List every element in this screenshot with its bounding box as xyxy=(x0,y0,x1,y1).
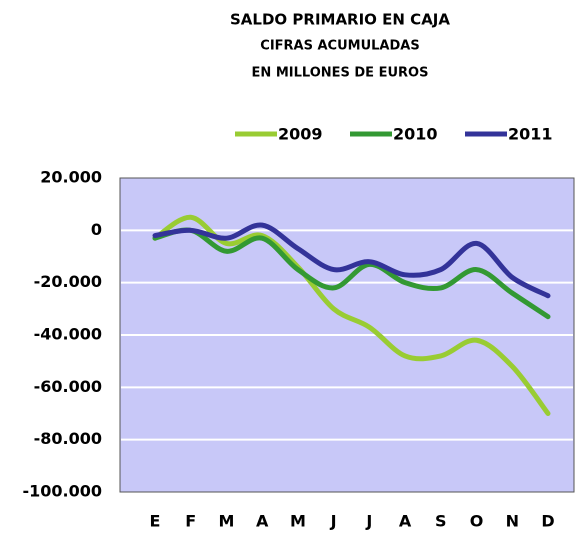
chart-subtitle: CIFRAS ACUMULADAS xyxy=(260,39,419,54)
y-tick-label: -100.000 xyxy=(22,482,102,501)
y-tick-label: -80.000 xyxy=(34,429,102,448)
legend-label: 2009 xyxy=(278,125,323,144)
x-tick-label: S xyxy=(435,512,447,531)
x-tick-label: J xyxy=(365,512,372,531)
x-tick-label: A xyxy=(256,512,269,531)
x-tick-label: E xyxy=(150,512,161,531)
series-line xyxy=(152,227,551,320)
x-tick-label: A xyxy=(399,512,412,531)
y-tick-label: -40.000 xyxy=(34,325,102,344)
y-tick-label: 20.000 xyxy=(40,168,102,187)
chart-title: SALDO PRIMARIO EN CAJA xyxy=(230,11,450,29)
x-tick-label: F xyxy=(185,512,196,531)
series-line xyxy=(152,214,551,416)
legend-label: 2010 xyxy=(393,125,438,144)
x-tick-label: D xyxy=(541,512,554,531)
x-tick-label: O xyxy=(470,512,484,531)
legend-label: 2011 xyxy=(508,125,553,144)
y-tick-label: 0 xyxy=(91,220,102,239)
y-tick-label: -60.000 xyxy=(34,377,102,396)
x-tick-label: M xyxy=(218,512,234,531)
x-tick-label: J xyxy=(330,512,337,531)
y-tick-label: -20.000 xyxy=(34,272,102,291)
series-line xyxy=(152,222,551,299)
x-tick-label: M xyxy=(290,512,306,531)
x-tick-label: N xyxy=(506,512,519,531)
chart-subtitle: EN MILLONES DE EUROS xyxy=(252,66,429,81)
